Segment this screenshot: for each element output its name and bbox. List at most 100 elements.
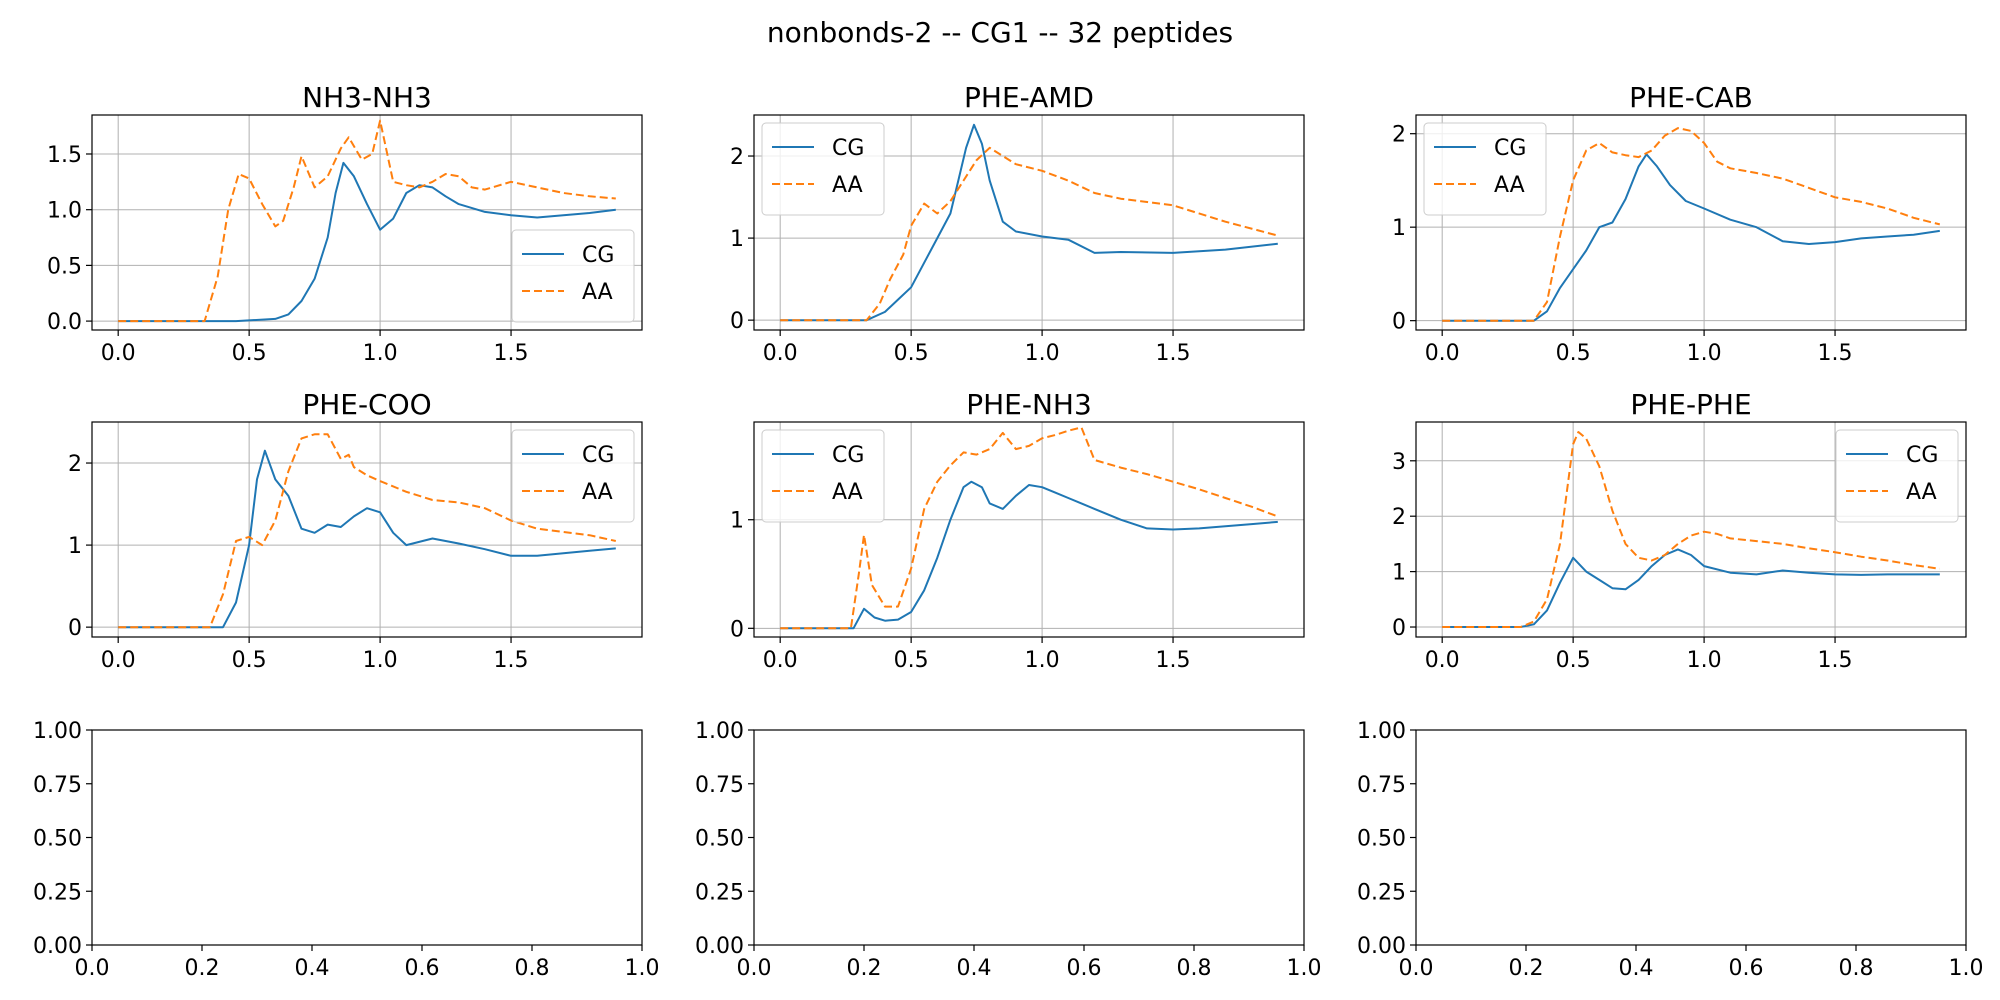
y-tick-label: 0.50 — [33, 827, 82, 852]
plot-frame — [753, 421, 1305, 638]
subplot-8: 0.0 0.2 0.4 0.6 0.8 1.0 0.00 0.25 0.50 0.75 1.00 — [695, 719, 1321, 981]
y-tick-label: 1.5 — [47, 143, 82, 168]
x-tick-label: 1.0 — [363, 648, 398, 673]
x-tick-label: 1.5 — [1156, 648, 1191, 673]
plot-frame — [91, 421, 643, 638]
x-tick-label: 1.0 — [625, 956, 660, 981]
series-line-aa — [1442, 431, 1940, 628]
x-tick-label: 1.5 — [1156, 341, 1191, 366]
y-tick-label: 2 — [730, 145, 744, 170]
x-tick-label: 0.5 — [232, 648, 267, 673]
subplot-title: PHE-COO — [302, 388, 431, 421]
x-tick-label: 0.8 — [1177, 956, 1212, 981]
x-tick-label: 0.0 — [75, 956, 110, 981]
subplot-4: PHE-COO 0.0 0.5 1.0 1.5 0 1 2 CG AA — [68, 388, 643, 673]
subplot-title: PHE-CAB — [1629, 81, 1753, 114]
y-tick-label: 0.00 — [33, 934, 82, 959]
x-tick-label: 0.0 — [1425, 341, 1460, 366]
series-line-aa — [118, 119, 616, 323]
legend: CG AA — [511, 429, 635, 523]
legend-box — [1835, 429, 1959, 523]
x-tick-label: 0.6 — [405, 956, 440, 981]
legend-label: CG — [582, 243, 614, 268]
x-tick-label: 0.0 — [1399, 956, 1434, 981]
legend: CG AA — [511, 229, 635, 323]
legend: CG AA — [1423, 122, 1547, 216]
y-tick-label: 0.00 — [695, 934, 744, 959]
legend-box — [1423, 122, 1547, 216]
subplot-7: 0.0 0.2 0.4 0.6 0.8 1.0 0.00 0.25 0.50 0.75 1.00 — [33, 719, 659, 981]
plot-frame — [91, 729, 643, 946]
legend-label: AA — [832, 480, 863, 505]
subplot-5: PHE-NH3 0.0 0.5 1.0 1.5 0 1 CG AA — [730, 388, 1305, 673]
x-tick-label: 0.4 — [1619, 956, 1654, 981]
y-tick-label: 0.75 — [1357, 773, 1406, 798]
y-tick-label: 3 — [1392, 450, 1406, 475]
x-tick-label: 0.5 — [894, 341, 929, 366]
x-tick-label: 0.0 — [1425, 648, 1460, 673]
x-tick-label: 0.0 — [737, 956, 772, 981]
x-tick-label: 0.2 — [847, 956, 882, 981]
x-tick-label: 0.5 — [1556, 341, 1591, 366]
x-tick-label: 0.0 — [101, 648, 136, 673]
y-tick-label: 0.00 — [1357, 934, 1406, 959]
y-tick-label: 1.00 — [1357, 719, 1406, 744]
x-tick-label: 1.5 — [494, 648, 529, 673]
x-tick-label: 1.0 — [363, 341, 398, 366]
subplot-1: NH3-NH3 0.0 0.5 1.0 1.5 0.0 0.5 1.0 1.5 CG AA — [47, 81, 643, 366]
y-tick-label: 0.25 — [695, 880, 744, 905]
series-line-cg — [780, 123, 1278, 322]
subplot-title: PHE-NH3 — [966, 388, 1092, 421]
legend-label: AA — [1494, 173, 1525, 198]
x-tick-label: 0.5 — [1556, 648, 1591, 673]
y-tick-label: 0 — [1392, 616, 1406, 641]
x-tick-label: 0.8 — [1839, 956, 1874, 981]
x-tick-label: 0.8 — [515, 956, 550, 981]
y-tick-label: 0 — [730, 309, 744, 334]
series-line-aa — [1442, 127, 1941, 322]
y-tick-label: 1 — [68, 534, 82, 559]
y-tick-label: 0 — [1392, 310, 1406, 335]
x-tick-label: 1.5 — [1818, 341, 1853, 366]
y-tick-label: 0.25 — [33, 880, 82, 905]
subplot-9: 0.0 0.2 0.4 0.6 0.8 1.0 0.00 0.25 0.50 0.75 1.00 — [1357, 719, 1983, 981]
x-tick-label: 0.6 — [1067, 956, 1102, 981]
subplot-2: PHE-AMD 0.0 0.5 1.0 1.5 0 1 2 CG AA — [730, 81, 1305, 366]
plot-frame — [1415, 421, 1967, 638]
y-tick-label: 0.50 — [695, 827, 744, 852]
y-tick-label: 1.00 — [33, 719, 82, 744]
figure-title: nonbonds-2 -- CG1 -- 32 peptides — [767, 16, 1233, 49]
y-tick-label: 1.0 — [47, 199, 82, 224]
x-tick-label: 0.4 — [295, 956, 330, 981]
y-tick-label: 2 — [1392, 505, 1406, 530]
subplot-3: PHE-CAB 0.0 0.5 1.0 1.5 0 1 2 CG AA — [1392, 81, 1967, 366]
y-tick-label: 1 — [1392, 561, 1406, 586]
series-line-cg — [118, 449, 616, 629]
y-tick-label: 0.75 — [33, 773, 82, 798]
x-tick-label: 0.5 — [894, 648, 929, 673]
x-tick-label: 1.0 — [1687, 341, 1722, 366]
legend-box — [761, 122, 885, 216]
x-tick-label: 0.0 — [763, 341, 798, 366]
y-tick-label: 0.0 — [47, 310, 82, 335]
plot-frame — [91, 114, 643, 331]
y-tick-label: 1 — [730, 227, 744, 252]
x-tick-label: 0.0 — [101, 341, 136, 366]
y-tick-label: 1 — [1392, 216, 1406, 241]
x-tick-label: 0.2 — [1509, 956, 1544, 981]
subplot-6: PHE-PHE 0.0 0.5 1.0 1.5 0 1 2 3 CG AA — [1392, 388, 1967, 673]
x-tick-label: 1.0 — [1949, 956, 1984, 981]
legend-label: AA — [582, 280, 613, 305]
series-line-aa — [780, 426, 1279, 630]
subplot-title: NH3-NH3 — [302, 81, 432, 114]
legend: CG AA — [761, 429, 885, 523]
y-tick-label: 0 — [730, 617, 744, 642]
x-tick-label: 1.0 — [1287, 956, 1322, 981]
x-tick-label: 1.0 — [1025, 648, 1060, 673]
legend-label: AA — [1906, 480, 1937, 505]
legend-label: AA — [582, 480, 613, 505]
x-tick-label: 1.0 — [1025, 341, 1060, 366]
